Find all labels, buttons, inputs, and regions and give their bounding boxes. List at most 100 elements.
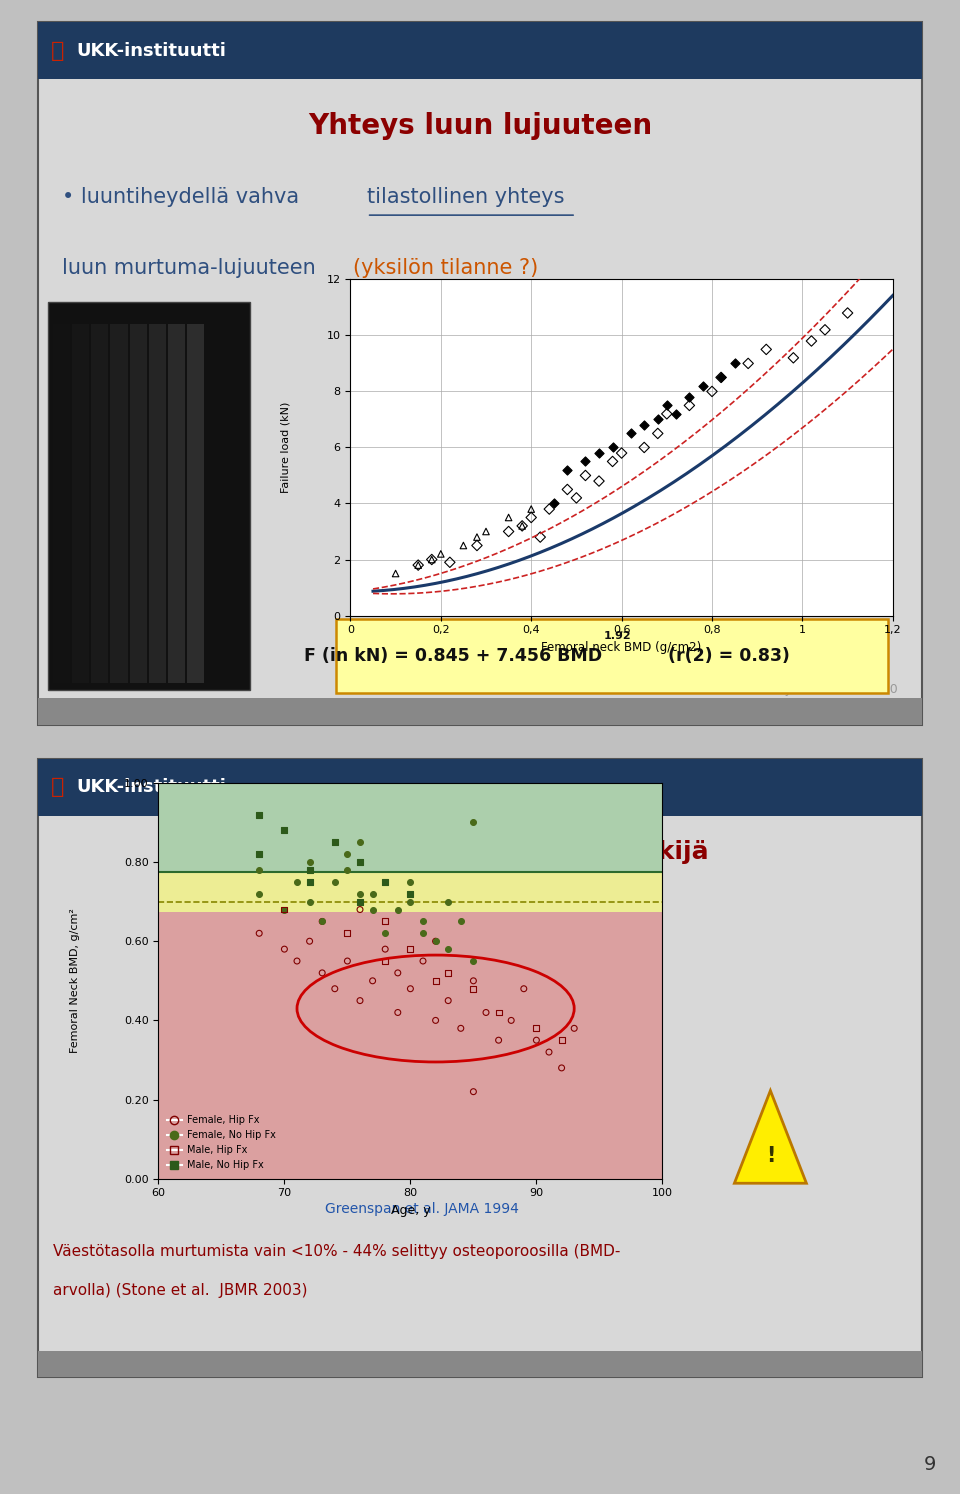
Text: 1.92: 1.92 xyxy=(603,632,631,641)
Bar xyxy=(158,911,662,1179)
Point xyxy=(424,547,440,571)
Point xyxy=(727,351,742,375)
Point xyxy=(377,870,393,893)
Point xyxy=(636,412,652,436)
Point xyxy=(390,1001,405,1025)
Text: 9: 9 xyxy=(924,1455,936,1473)
Point xyxy=(705,379,720,403)
Point xyxy=(546,492,562,515)
Point xyxy=(578,450,593,474)
Point xyxy=(365,968,380,992)
Text: arvolla) (Stone et al.  JBMR 2003): arvolla) (Stone et al. JBMR 2003) xyxy=(53,1283,307,1298)
Point xyxy=(252,881,267,905)
Point xyxy=(340,843,355,867)
Point xyxy=(390,961,405,985)
Point xyxy=(443,550,458,574)
Point xyxy=(541,498,557,521)
FancyBboxPatch shape xyxy=(38,1351,922,1377)
FancyBboxPatch shape xyxy=(168,324,185,683)
Point xyxy=(501,505,516,529)
Text: (r(2) = 0.83): (r(2) = 0.83) xyxy=(662,647,790,665)
Point xyxy=(523,498,539,521)
Point xyxy=(466,977,481,1001)
Point xyxy=(478,1001,493,1025)
Text: Sievänen Int J Rheumatol 2010: Sievänen Int J Rheumatol 2010 xyxy=(704,683,898,696)
X-axis label: Femoral neck BMD (g/cm2): Femoral neck BMD (g/cm2) xyxy=(541,641,702,654)
Point xyxy=(428,929,444,953)
Point xyxy=(289,870,304,893)
Point xyxy=(276,898,292,922)
Point xyxy=(365,898,380,922)
Y-axis label: Failure load (kN): Failure load (kN) xyxy=(280,402,291,493)
Point xyxy=(453,1016,468,1040)
Point xyxy=(411,553,426,577)
Point xyxy=(403,977,419,1001)
FancyBboxPatch shape xyxy=(48,302,250,690)
Point xyxy=(469,533,485,557)
FancyBboxPatch shape xyxy=(53,324,70,683)
Point xyxy=(668,402,684,426)
Bar xyxy=(158,872,662,911)
Point xyxy=(785,347,801,371)
Point xyxy=(428,1008,444,1032)
Point xyxy=(403,881,419,905)
Point xyxy=(560,478,575,502)
Text: UKK-instituutti: UKK-instituutti xyxy=(77,42,227,60)
FancyBboxPatch shape xyxy=(110,324,128,683)
Point xyxy=(636,436,652,460)
Point xyxy=(352,890,368,914)
FancyBboxPatch shape xyxy=(336,619,888,693)
Point xyxy=(478,520,493,544)
Point xyxy=(713,366,729,390)
FancyBboxPatch shape xyxy=(149,324,166,683)
Point xyxy=(491,1028,506,1052)
Point xyxy=(568,486,584,509)
Point xyxy=(327,870,343,893)
Point xyxy=(529,1016,544,1040)
Point xyxy=(758,338,774,362)
Point xyxy=(554,1028,569,1052)
Point xyxy=(804,329,819,353)
FancyBboxPatch shape xyxy=(38,22,922,725)
FancyBboxPatch shape xyxy=(38,698,922,725)
Point xyxy=(740,351,756,375)
Point xyxy=(340,858,355,881)
Point xyxy=(390,898,405,922)
Text: Väestötasolla murtumista vain <10% - 44% selittyy osteoporoosilla (BMD-: Väestötasolla murtumista vain <10% - 44%… xyxy=(53,1245,620,1259)
Point xyxy=(252,922,267,946)
Point xyxy=(441,989,456,1013)
Point xyxy=(315,961,330,985)
Point xyxy=(650,408,665,432)
Point xyxy=(613,441,629,465)
Point xyxy=(605,436,620,460)
Point xyxy=(456,533,471,557)
Point xyxy=(554,1056,569,1080)
Point xyxy=(695,374,710,397)
Point xyxy=(301,858,317,881)
Point xyxy=(466,949,481,973)
Point xyxy=(623,421,638,445)
Text: UKK-instituutti: UKK-instituutti xyxy=(77,778,227,796)
Point xyxy=(352,831,368,855)
Point xyxy=(566,1016,582,1040)
Polygon shape xyxy=(734,1091,806,1183)
Point xyxy=(411,553,426,577)
Point xyxy=(466,810,481,834)
FancyBboxPatch shape xyxy=(38,759,922,1377)
Point xyxy=(403,870,419,893)
Point xyxy=(276,937,292,961)
Point xyxy=(441,890,456,914)
Text: tilastollinen yhteys: tilastollinen yhteys xyxy=(367,187,564,206)
Text: Yhteys luun lujuuteen: Yhteys luun lujuuteen xyxy=(308,112,652,140)
Text: luun murtuma-lujuuteen: luun murtuma-lujuuteen xyxy=(62,258,323,278)
Point xyxy=(660,402,675,426)
Point xyxy=(541,1040,557,1064)
Point xyxy=(428,929,444,953)
Point xyxy=(377,922,393,946)
Point xyxy=(352,850,368,874)
Text: Greenspan et al. JAMA 1994: Greenspan et al. JAMA 1994 xyxy=(325,1203,519,1216)
Point xyxy=(491,1001,506,1025)
Point xyxy=(276,819,292,843)
Text: F (in kN) = 0.845 + 7.456 BMD: F (in kN) = 0.845 + 7.456 BMD xyxy=(304,647,603,665)
Point xyxy=(276,898,292,922)
